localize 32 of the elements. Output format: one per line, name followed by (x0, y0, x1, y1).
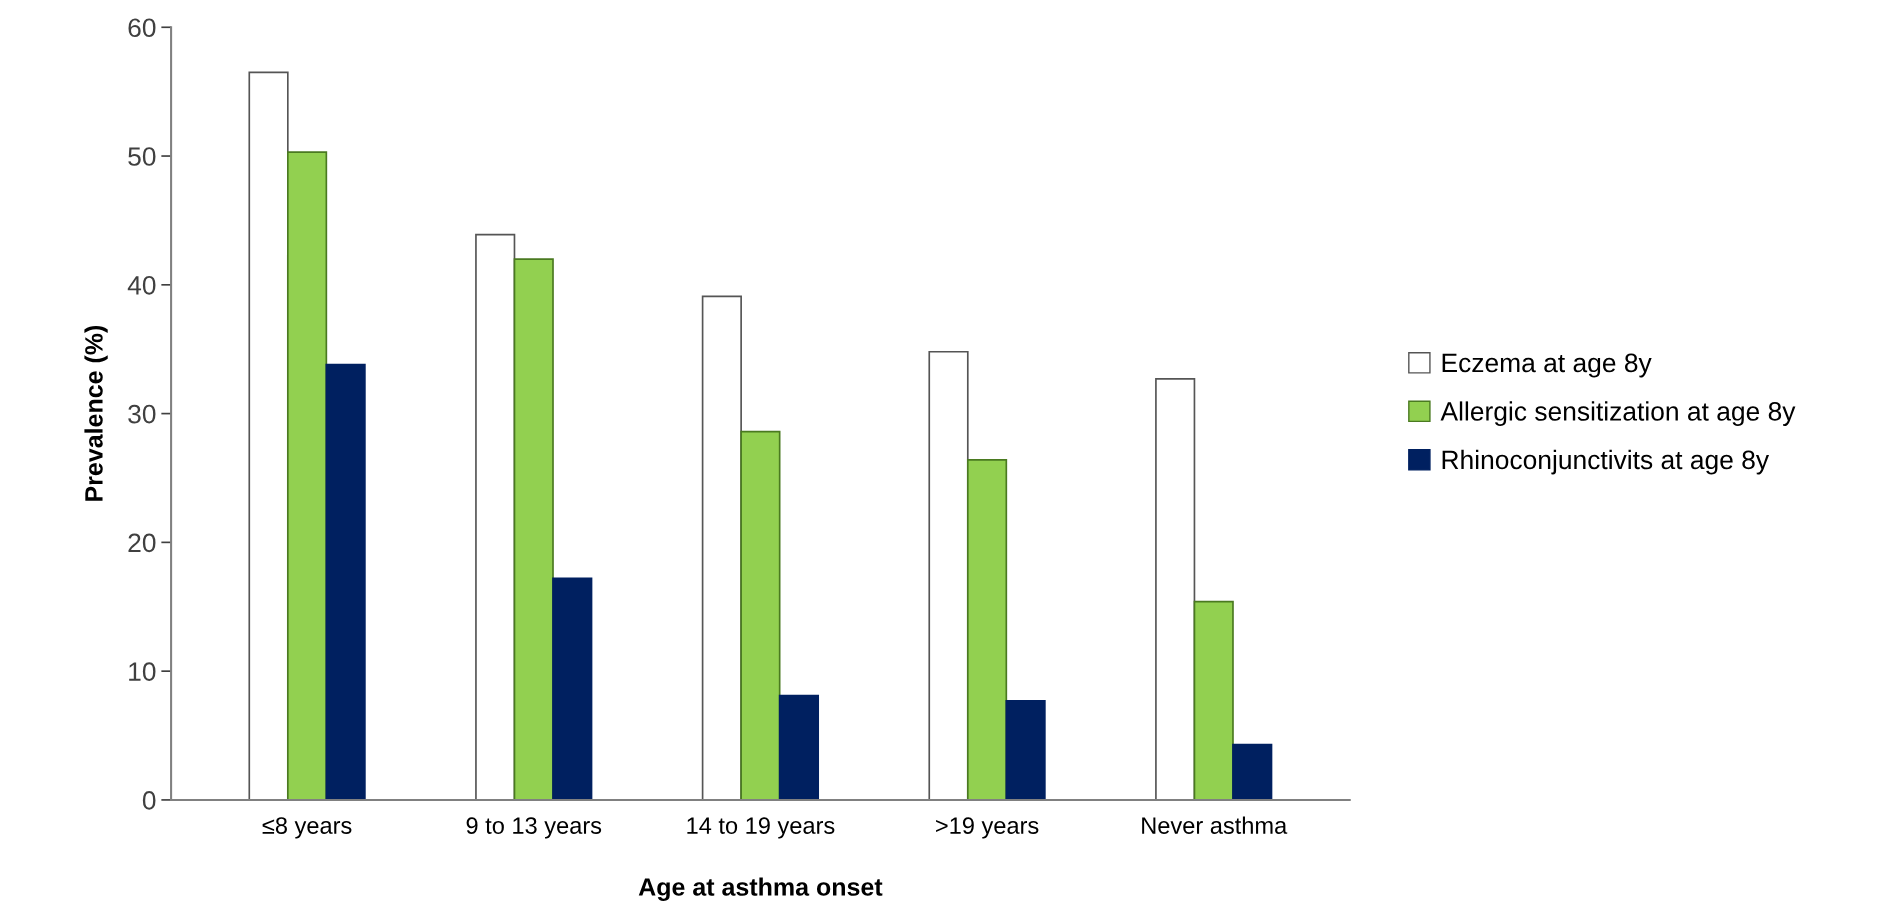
bar (740, 430, 781, 800)
x-tick-label: >19 years (936, 817, 1039, 839)
y-tick-label: 10 (129, 662, 156, 681)
bar (928, 350, 969, 800)
bar (513, 258, 554, 800)
bar (1005, 699, 1046, 800)
legend-label: Eczema at age 8y (1442, 353, 1652, 378)
y-tick-label: 50 (128, 147, 156, 166)
bar (778, 694, 820, 800)
y-axis-title: Prevalence (%) (84, 325, 108, 501)
legend-label: Allergic sensitization at age 8y (1440, 401, 1796, 426)
y-tick-label: 20 (128, 533, 156, 553)
bar (325, 363, 366, 800)
bar (286, 151, 328, 800)
bar (475, 233, 516, 800)
y-tick-label: 0 (142, 791, 156, 810)
y-tick-label: 60 (128, 18, 156, 38)
bar (966, 459, 1008, 800)
x-axis-title: Age at asthma onset (638, 877, 883, 901)
bar (1193, 600, 1234, 800)
bar (248, 71, 289, 800)
y-tick-label: 40 (127, 275, 156, 295)
bar (552, 577, 593, 800)
bar (1155, 377, 1196, 800)
legend-label: Rhinoconjunctivits at age 8y (1442, 449, 1770, 475)
x-tick-label: ≤8 years (262, 817, 352, 839)
y-tick-label: 30 (128, 404, 156, 424)
x-tick-label: 9 to 13 years (466, 817, 602, 839)
bar (1232, 743, 1273, 800)
x-tick-label: 14 to 19 years (687, 817, 835, 839)
x-tick-label: Never asthma (1142, 816, 1288, 834)
bar (701, 295, 742, 800)
